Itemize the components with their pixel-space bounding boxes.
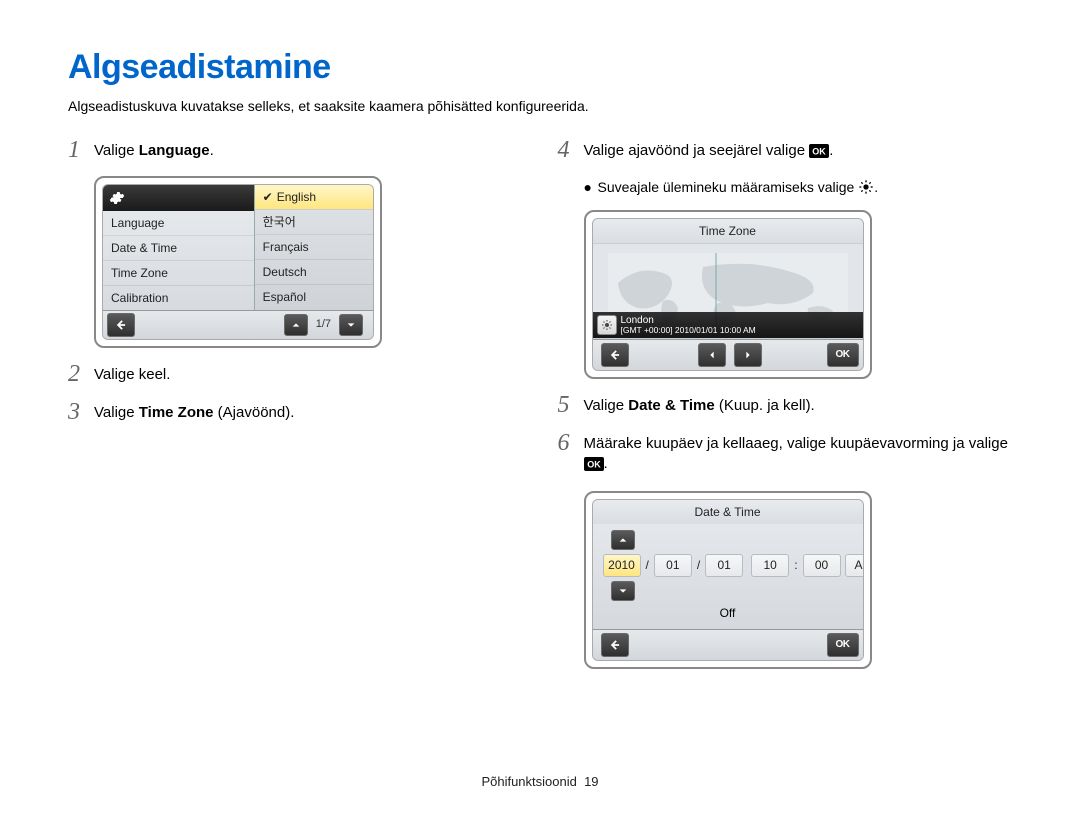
- value-down-button[interactable]: [611, 581, 635, 601]
- right-column: 4 Valige ajavöönd ja seejärel valige OK.…: [558, 138, 1016, 683]
- lang-option-deutsch[interactable]: Deutsch: [255, 259, 373, 284]
- language-screen: Language Date & Time Time Zone Calibrati…: [94, 176, 382, 348]
- day-field[interactable]: 01: [705, 554, 743, 576]
- ampm-field[interactable]: AM: [845, 554, 864, 576]
- step-text: Valige Time Zone (Ajavöönd).: [94, 400, 526, 423]
- step-text: Määrake kuupäev ja kellaaeg, valige kuup…: [584, 431, 1016, 478]
- page-down-button[interactable]: [339, 314, 363, 336]
- tz-title: Time Zone: [593, 219, 863, 243]
- minute-field[interactable]: 00: [803, 554, 841, 576]
- ok-icon: OK: [809, 144, 829, 164]
- step-2: 2 Valige keel.: [68, 362, 526, 386]
- back-button[interactable]: [601, 633, 629, 657]
- step-6: 6 Määrake kuupäev ja kellaaeg, valige ku…: [558, 431, 1016, 478]
- next-button[interactable]: [734, 343, 762, 367]
- step-text: Valige Date & Time (Kuup. ja kell).: [584, 393, 1016, 416]
- chevron-right-icon: [743, 350, 753, 360]
- datetime-screen: Date & Time 2010 / 01 / 01: [584, 491, 872, 668]
- back-button[interactable]: [601, 343, 629, 367]
- step-number: 2: [68, 362, 94, 386]
- step-number: 3: [68, 400, 94, 424]
- world-map[interactable]: London [GMT +00:00] 2010/01/01 10:00 AM: [593, 243, 863, 339]
- lang-option-francais[interactable]: Français: [255, 234, 373, 259]
- date-format-field[interactable]: Off: [603, 605, 853, 621]
- lang-option-korean[interactable]: 한국어: [255, 209, 373, 234]
- value-up-button[interactable]: [611, 530, 635, 550]
- gear-icon: [109, 190, 125, 206]
- svg-text:OK: OK: [587, 460, 601, 470]
- ok-icon: OK: [584, 457, 604, 477]
- timezone-screen: Time Zone: [584, 210, 872, 379]
- ok-button[interactable]: OK: [827, 633, 859, 657]
- left-column: 1 Valige Language. Language Date & Time: [68, 138, 526, 683]
- chevron-left-icon: [707, 350, 717, 360]
- prev-button[interactable]: [698, 343, 726, 367]
- step-4: 4 Valige ajavöönd ja seejärel valige OK.: [558, 138, 1016, 164]
- page-indicator: 1/7: [316, 317, 331, 332]
- dst-button[interactable]: [597, 315, 617, 335]
- tz-text: London [GMT +00:00] 2010/01/01 10:00 AM: [621, 316, 756, 335]
- sun-icon: [858, 179, 874, 200]
- back-button[interactable]: [107, 313, 135, 337]
- step-number: 4: [558, 138, 584, 162]
- menu-item-timezone[interactable]: Time Zone: [103, 260, 254, 285]
- sun-icon: [601, 319, 613, 331]
- ok-button[interactable]: OK: [827, 343, 859, 367]
- step-text: Valige Language.: [94, 138, 526, 161]
- chevron-down-icon: [346, 320, 356, 330]
- menu-item-language[interactable]: Language: [103, 211, 254, 235]
- year-field[interactable]: 2010: [603, 554, 641, 576]
- hour-field[interactable]: 10: [751, 554, 789, 576]
- svg-text:OK: OK: [812, 146, 826, 156]
- step-1: 1 Valige Language.: [68, 138, 526, 162]
- page-footer: Põhifunktsioonid 19: [0, 773, 1080, 791]
- page-up-button[interactable]: [284, 314, 308, 336]
- month-field[interactable]: 01: [654, 554, 692, 576]
- bullet-text: Suveajale ülemineku määramiseks valige .: [598, 178, 879, 200]
- step-5: 5 Valige Date & Time (Kuup. ja kell).: [558, 393, 1016, 417]
- chevron-up-icon: [291, 320, 301, 330]
- step-4-bullet: ● Suveajale ülemineku määramiseks valige…: [584, 178, 1016, 200]
- step-number: 1: [68, 138, 94, 162]
- bullet-icon: ●: [584, 178, 598, 200]
- step-number: 6: [558, 431, 584, 455]
- step-text: Valige keel.: [94, 362, 526, 385]
- lang-option-english[interactable]: ✔English: [255, 185, 373, 209]
- chevron-up-icon: [618, 535, 628, 545]
- tz-info-bar: London [GMT +00:00] 2010/01/01 10:00 AM: [593, 312, 863, 338]
- datetime-row: 2010 / 01 / 01 10 : 00 AM: [603, 554, 853, 576]
- settings-header: [103, 185, 254, 211]
- intro-text: Algseadistuskuva kuvatakse selleks, et s…: [68, 97, 1015, 116]
- menu-item-calibration[interactable]: Calibration: [103, 285, 254, 310]
- page-title: Algseadistamine: [68, 45, 1015, 91]
- back-icon: [608, 348, 622, 362]
- lang-option-espanol[interactable]: Español: [255, 284, 373, 309]
- pager: 1/7: [280, 314, 373, 336]
- step-text: Valige ajavöönd ja seejärel valige OK.: [584, 138, 1016, 164]
- step-3: 3 Valige Time Zone (Ajavöönd).: [68, 400, 526, 424]
- check-icon: ✔: [263, 189, 273, 205]
- step-number: 5: [558, 393, 584, 417]
- back-icon: [608, 638, 622, 652]
- chevron-down-icon: [618, 586, 628, 596]
- back-icon: [114, 318, 128, 332]
- dt-title: Date & Time: [593, 500, 863, 524]
- menu-item-datetime[interactable]: Date & Time: [103, 235, 254, 260]
